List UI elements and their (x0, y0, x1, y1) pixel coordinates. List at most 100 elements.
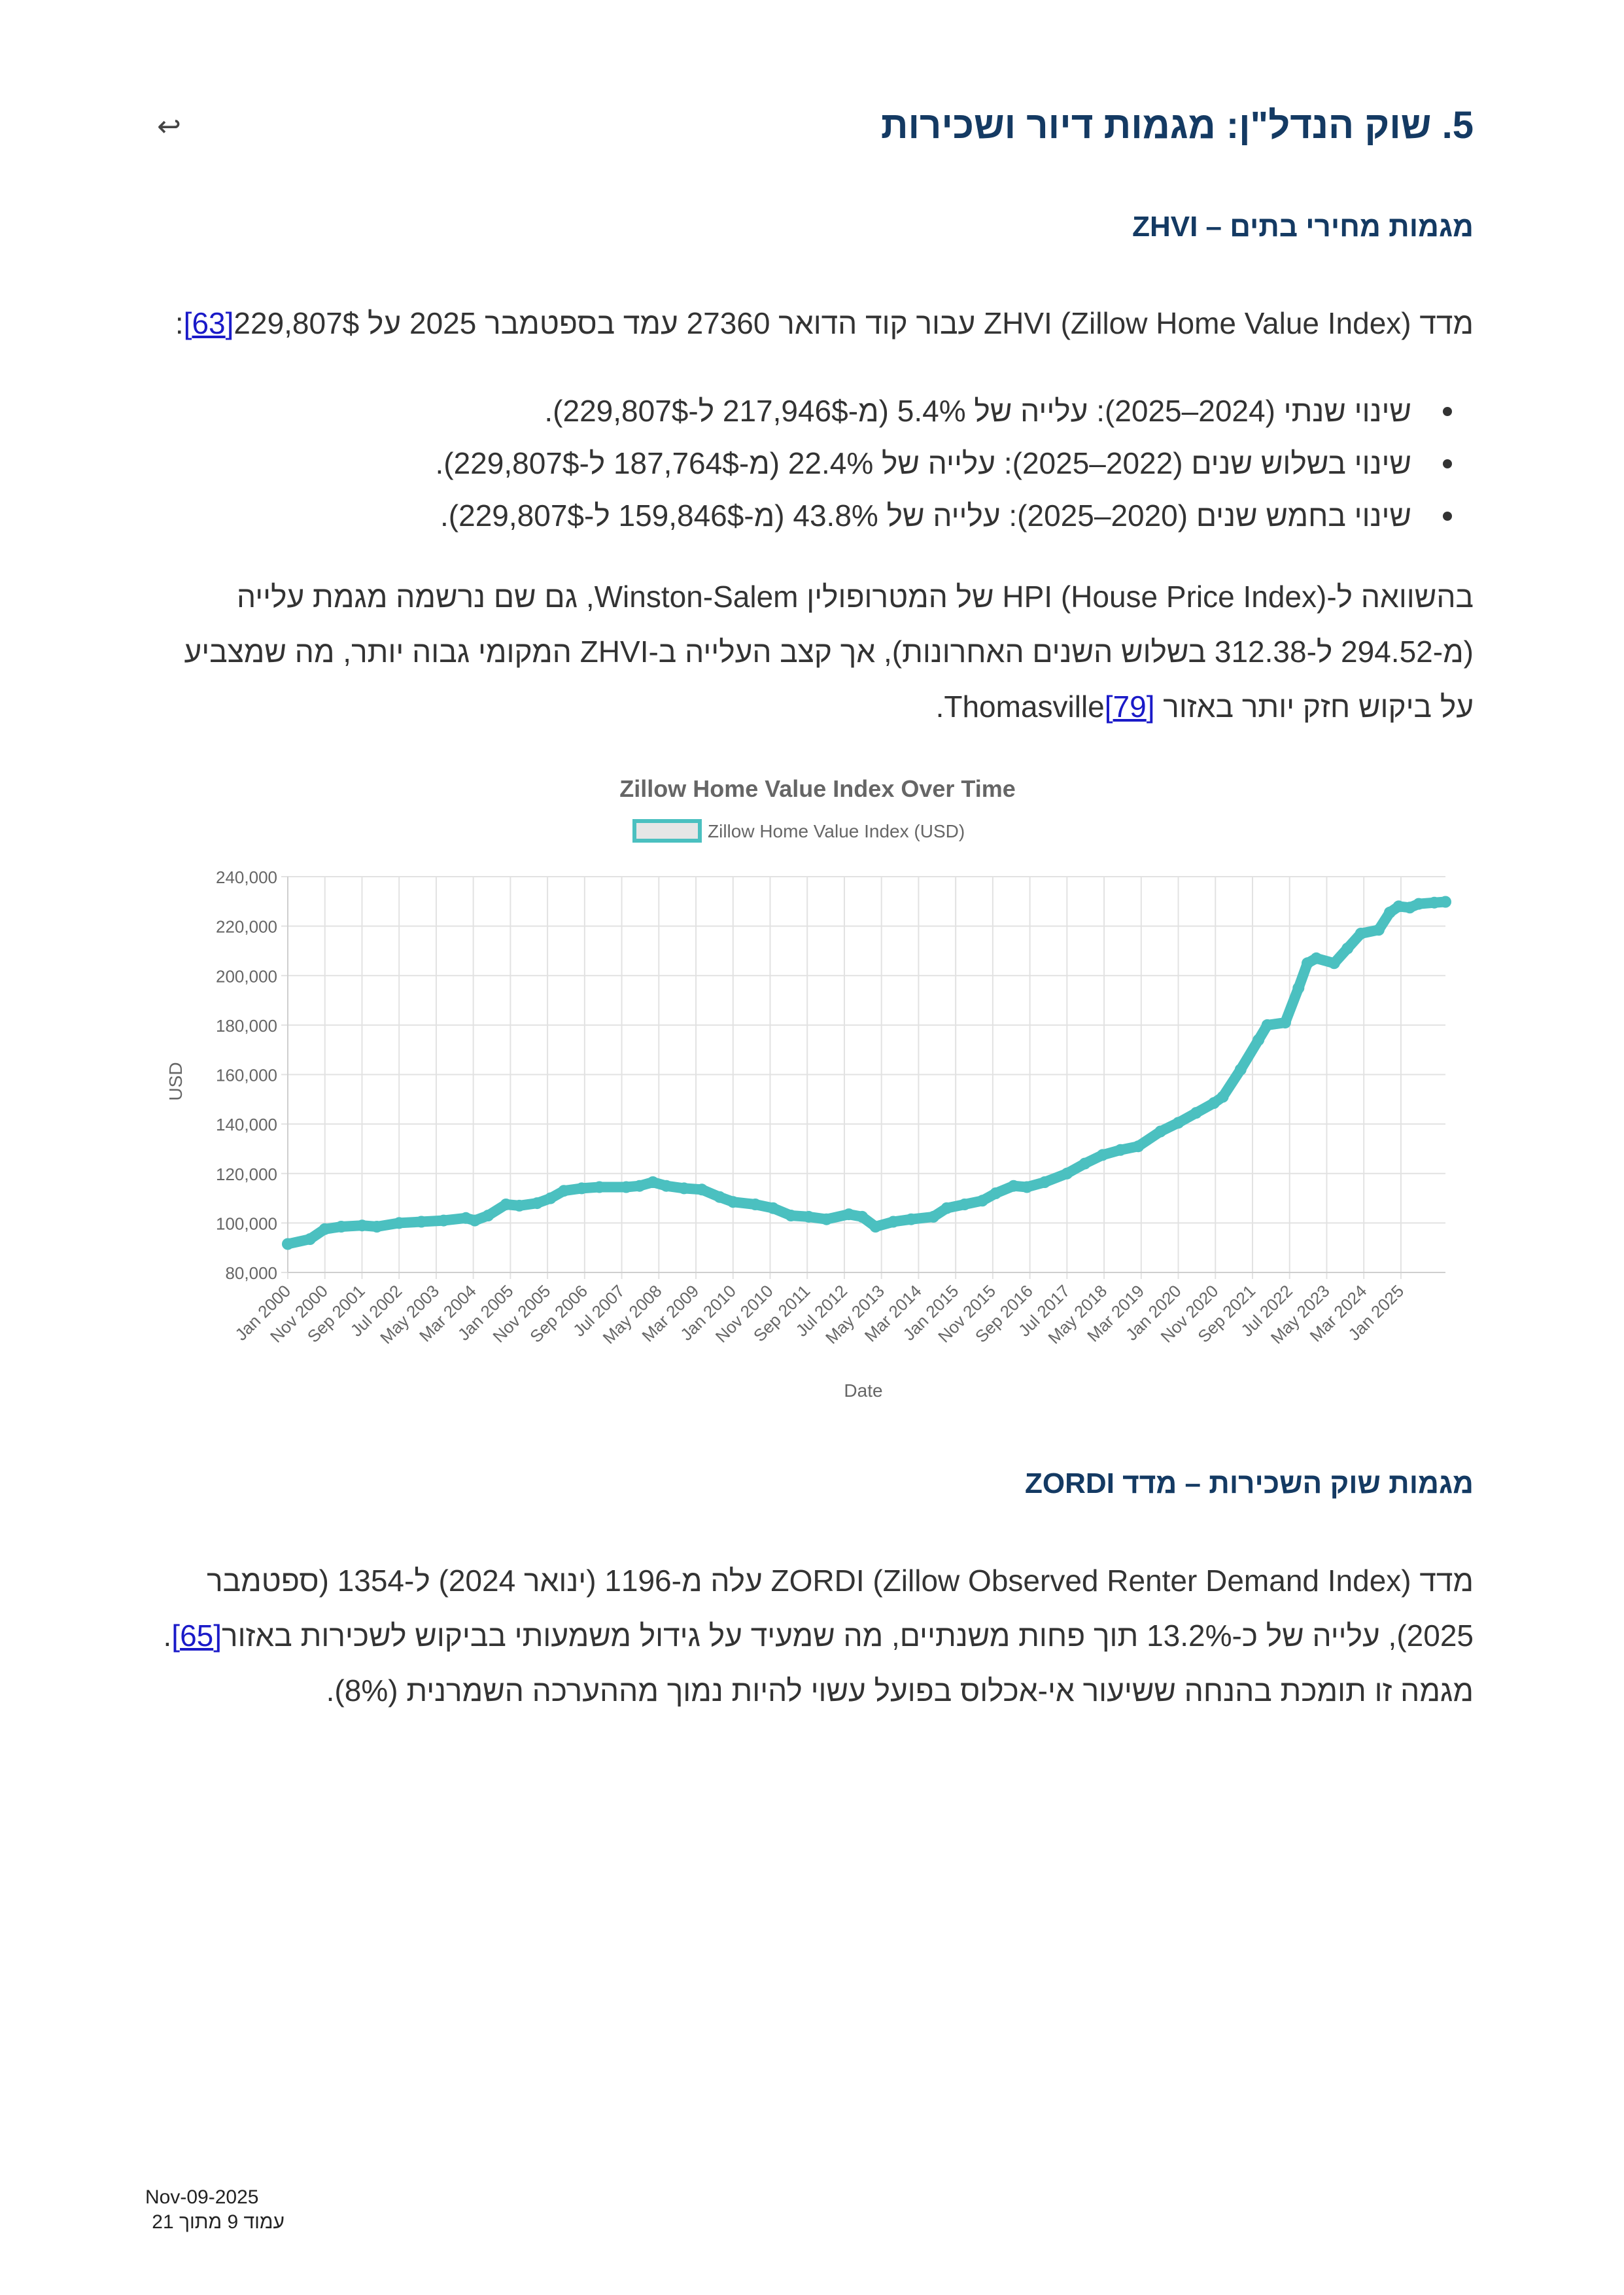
data-point[interactable] (282, 1238, 294, 1250)
zordi-paragraph: מדד ZORDI (Zillow Observed Renter Demand… (152, 1553, 1474, 1718)
data-point[interactable] (647, 1176, 659, 1188)
data-point[interactable] (785, 1210, 797, 1221)
zordi-text: מדד ZORDI (Zillow Observed Renter Demand… (207, 1564, 1474, 1653)
data-point[interactable] (1341, 942, 1354, 955)
data-point[interactable] (696, 1183, 708, 1196)
data-point[interactable] (869, 1221, 882, 1233)
legend-label[interactable]: Zillow Home Value Index (USD) (708, 821, 965, 841)
data-point[interactable] (371, 1221, 383, 1233)
data-point[interactable] (803, 1210, 815, 1223)
data-point[interactable] (1383, 906, 1396, 919)
series-line (282, 896, 1451, 1250)
data-point[interactable] (990, 1187, 1002, 1199)
page-title: 5. שוק הנדל"ן: מגמות דיור ושכירות (880, 104, 1474, 147)
data-point[interactable] (620, 1181, 632, 1193)
hpi-comparison-text: בהשוואה ל-HPI (House Price Index) של המט… (184, 580, 1474, 724)
data-point[interactable] (1061, 1167, 1073, 1180)
data-point[interactable] (558, 1185, 570, 1197)
zhvi-intro-text: מדד ZHVI (Zillow Home Value Index) עבור … (233, 306, 1474, 340)
data-point[interactable] (593, 1181, 606, 1193)
data-point[interactable] (1253, 1034, 1265, 1046)
return-arrow-icon[interactable]: ↩ (157, 110, 181, 143)
data-point[interactable] (1007, 1180, 1020, 1192)
data-point[interactable] (1404, 902, 1416, 914)
data-point[interactable] (1114, 1144, 1126, 1156)
data-point[interactable] (460, 1212, 472, 1224)
data-point[interactable] (1440, 896, 1451, 908)
data-point[interactable] (415, 1216, 428, 1228)
data-point[interactable] (1392, 900, 1405, 913)
data-point[interactable] (1302, 957, 1313, 970)
zordi-end: . (163, 1619, 172, 1653)
y-tick-label: 80,000 (225, 1263, 277, 1283)
data-point[interactable] (1428, 896, 1440, 909)
data-point[interactable] (304, 1233, 316, 1245)
data-point[interactable] (749, 1199, 761, 1210)
data-point[interactable] (531, 1197, 544, 1210)
data-point[interactable] (767, 1202, 779, 1214)
data-point[interactable] (1132, 1140, 1145, 1153)
y-tick-label: 240,000 (216, 867, 277, 887)
data-point[interactable] (820, 1213, 833, 1225)
data-point[interactable] (958, 1199, 971, 1210)
data-point[interactable] (1261, 1019, 1273, 1031)
zhvi-intro-end: : (175, 306, 184, 340)
data-point[interactable] (976, 1195, 988, 1207)
data-point[interactable] (1279, 1017, 1291, 1029)
data-point[interactable] (1372, 924, 1385, 936)
data-point[interactable] (927, 1210, 940, 1223)
y-tick-label: 120,000 (216, 1165, 277, 1184)
data-point[interactable] (1190, 1107, 1202, 1119)
data-point[interactable] (1096, 1149, 1109, 1161)
data-point[interactable] (1310, 952, 1322, 964)
legend-swatch[interactable] (632, 819, 702, 843)
citation-link-63[interactable]: [63] (183, 306, 234, 340)
citation-link-65[interactable]: [65] (171, 1619, 222, 1653)
data-point[interactable] (714, 1191, 726, 1203)
data-point[interactable] (1328, 957, 1340, 970)
citation-link-79[interactable]: [79] (1104, 690, 1155, 724)
data-point[interactable] (1413, 898, 1425, 910)
data-point[interactable] (941, 1202, 953, 1214)
data-point[interactable] (678, 1182, 690, 1195)
data-point[interactable] (905, 1213, 918, 1225)
data-point[interactable] (513, 1199, 525, 1212)
data-point[interactable] (856, 1210, 869, 1223)
data-point[interactable] (335, 1221, 347, 1233)
data-point[interactable] (1154, 1125, 1167, 1138)
data-point[interactable] (438, 1214, 450, 1227)
data-point[interactable] (544, 1192, 557, 1204)
data-point[interactable] (500, 1199, 512, 1210)
data-point[interactable] (576, 1182, 588, 1195)
data-point[interactable] (356, 1219, 368, 1232)
y-tick-label: 160,000 (216, 1066, 277, 1085)
data-point[interactable] (887, 1216, 899, 1228)
data-point[interactable] (842, 1208, 855, 1221)
data-point[interactable] (482, 1210, 494, 1221)
y-tick-label: 100,000 (216, 1214, 277, 1233)
data-point[interactable] (727, 1196, 739, 1208)
footer-page-number: עמוד 9 מתוך 21 (152, 2211, 285, 2233)
data-point[interactable] (1355, 928, 1367, 939)
data-point[interactable] (468, 1214, 481, 1227)
zordi-text-2: מגמה זו תומכת בהנחה ששיעור אי-אכלוס בפוע… (326, 1673, 1474, 1708)
data-point[interactable] (1217, 1091, 1229, 1103)
data-point[interactable] (633, 1180, 646, 1192)
data-point[interactable] (660, 1180, 672, 1192)
zhvi-change-list: שינוי שנתי (2024–2025): עלייה של 5.4% (מ… (90, 385, 1474, 542)
data-point[interactable] (319, 1223, 331, 1235)
y-tick-label: 220,000 (216, 917, 277, 937)
data-point[interactable] (1172, 1117, 1184, 1129)
data-point[interactable] (1208, 1097, 1220, 1109)
zhvi-heading: מגמות מחירי בתים – ZHVI (1132, 211, 1474, 243)
data-point[interactable] (1292, 982, 1305, 994)
zordi-heading: מגמות שוק השכירות – מדד ZORDI (1025, 1467, 1474, 1499)
data-point[interactable] (393, 1217, 406, 1229)
data-point[interactable] (1021, 1181, 1033, 1193)
hpi-comparison-end: Thomasville. (935, 690, 1105, 724)
data-point[interactable] (1079, 1157, 1091, 1170)
data-point[interactable] (1039, 1176, 1051, 1188)
data-point[interactable] (1234, 1063, 1247, 1076)
x-axis-label: Date (844, 1380, 882, 1401)
